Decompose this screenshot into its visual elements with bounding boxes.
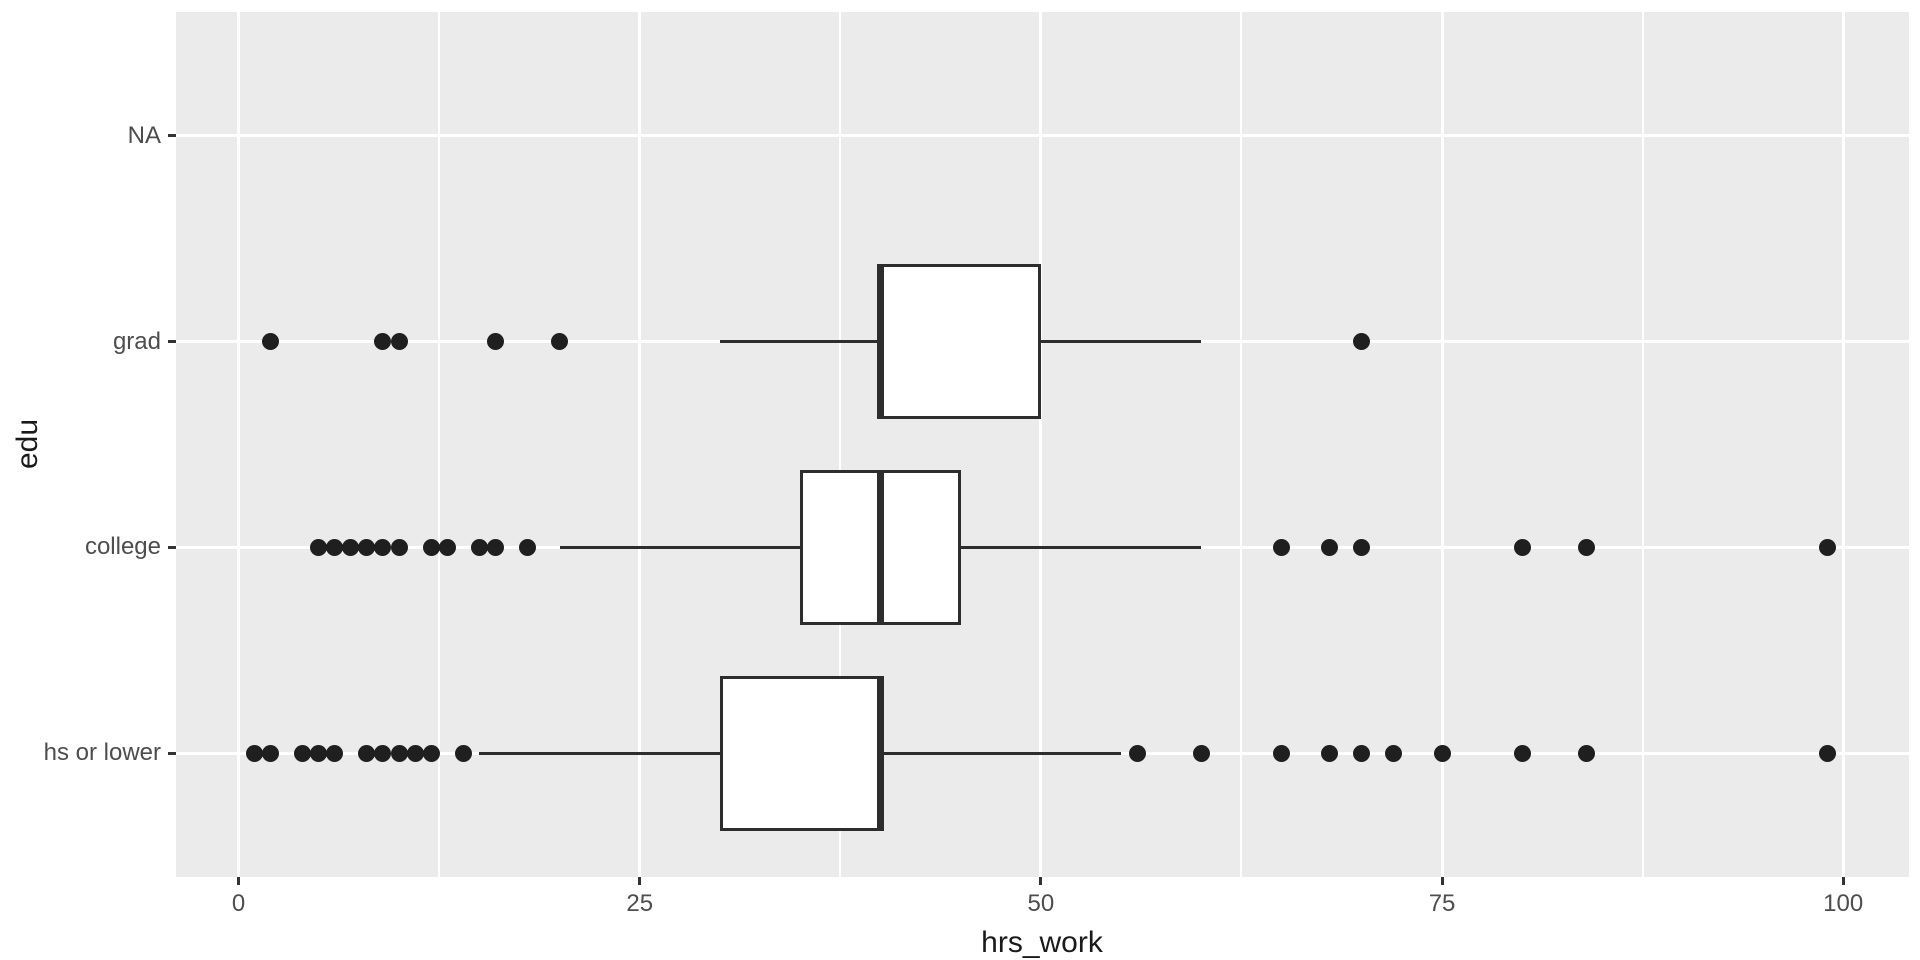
x-axis-title: hrs_work — [981, 926, 1103, 959]
outlier-point — [1818, 538, 1836, 556]
outlier-point — [438, 538, 456, 556]
outlier-point — [374, 744, 392, 762]
y-tick-label: NA — [127, 121, 161, 149]
outlier-point — [1192, 744, 1210, 762]
y-axis-tick — [168, 545, 176, 549]
outlier-point — [1128, 744, 1146, 762]
y-axis-tick — [168, 340, 176, 344]
x-axis-tick — [638, 877, 642, 885]
gridline-x-major — [1440, 12, 1444, 877]
outlier-point — [486, 333, 504, 351]
outlier-point — [422, 744, 440, 762]
box-iqr — [880, 264, 1041, 419]
outlier-point — [342, 538, 360, 556]
outlier-point — [1353, 333, 1371, 351]
outlier-point — [262, 744, 280, 762]
gridline-x-major — [1841, 12, 1845, 877]
plot-panel — [176, 12, 1909, 877]
whisker-high — [960, 545, 1202, 549]
y-axis-tick — [168, 134, 176, 138]
median-line — [876, 264, 884, 419]
outlier-point — [390, 333, 408, 351]
whisker-high — [880, 751, 1122, 755]
x-tick-label: 0 — [231, 890, 246, 917]
outlier-point — [374, 333, 392, 351]
median-line — [876, 676, 884, 831]
outlier-point — [246, 744, 264, 762]
x-axis-tick — [237, 877, 241, 885]
outlier-point — [406, 744, 424, 762]
outlier-point — [326, 744, 344, 762]
y-axis-tick — [168, 751, 176, 755]
x-axis-tick — [1039, 877, 1043, 885]
gridline-x-major — [237, 12, 241, 877]
gridline-y-major — [176, 134, 1909, 138]
x-axis-tick — [1841, 877, 1845, 885]
outlier-point — [518, 538, 536, 556]
outlier-point — [1385, 744, 1403, 762]
x-tick-label: 75 — [1428, 890, 1456, 917]
outlier-point — [390, 744, 408, 762]
x-axis-tick — [1440, 877, 1444, 885]
outlier-point — [422, 538, 440, 556]
outlier-point — [1513, 538, 1531, 556]
x-tick-label: 100 — [1823, 890, 1864, 917]
outlier-point — [310, 744, 328, 762]
outlier-point — [374, 538, 392, 556]
outlier-point — [486, 538, 504, 556]
outlier-point — [390, 538, 408, 556]
box-iqr — [719, 676, 881, 831]
whisker-low — [559, 545, 801, 549]
outlier-point — [1577, 538, 1595, 556]
outlier-point — [326, 538, 344, 556]
y-tick-label: hs or lower — [43, 739, 161, 767]
outlier-point — [294, 744, 312, 762]
median-line — [876, 470, 884, 625]
outlier-point — [310, 538, 328, 556]
outlier-point — [1353, 538, 1371, 556]
outlier-point — [1321, 744, 1339, 762]
x-tick-label: 25 — [626, 890, 654, 917]
y-tick-label: grad — [112, 327, 161, 355]
gridline-x-minor — [438, 12, 441, 877]
gridline-x-major — [638, 12, 642, 877]
outlier-point — [1321, 538, 1339, 556]
y-axis-title: edu — [11, 418, 44, 470]
y-tick-label: college — [84, 533, 161, 561]
x-tick-label: 50 — [1027, 890, 1055, 917]
outlier-point — [454, 744, 472, 762]
outlier-point — [262, 333, 280, 351]
outlier-point — [1577, 744, 1595, 762]
outlier-point — [1513, 744, 1531, 762]
gridline-x-minor — [1240, 12, 1243, 877]
whisker-high — [1040, 340, 1202, 344]
outlier-point — [470, 538, 488, 556]
outlier-point — [358, 744, 376, 762]
outlier-point — [551, 333, 568, 351]
gridline-x-minor — [839, 12, 842, 877]
gridline-x-minor — [1641, 12, 1644, 877]
outlier-point — [1353, 744, 1371, 762]
outlier-point — [1273, 744, 1291, 762]
whisker-low — [479, 751, 720, 755]
whisker-low — [719, 340, 881, 344]
outlier-point — [358, 538, 376, 556]
outlier-point — [1433, 744, 1451, 762]
gridline-x-major — [1039, 12, 1043, 877]
outlier-point — [1818, 744, 1836, 762]
outlier-point — [1273, 538, 1291, 556]
